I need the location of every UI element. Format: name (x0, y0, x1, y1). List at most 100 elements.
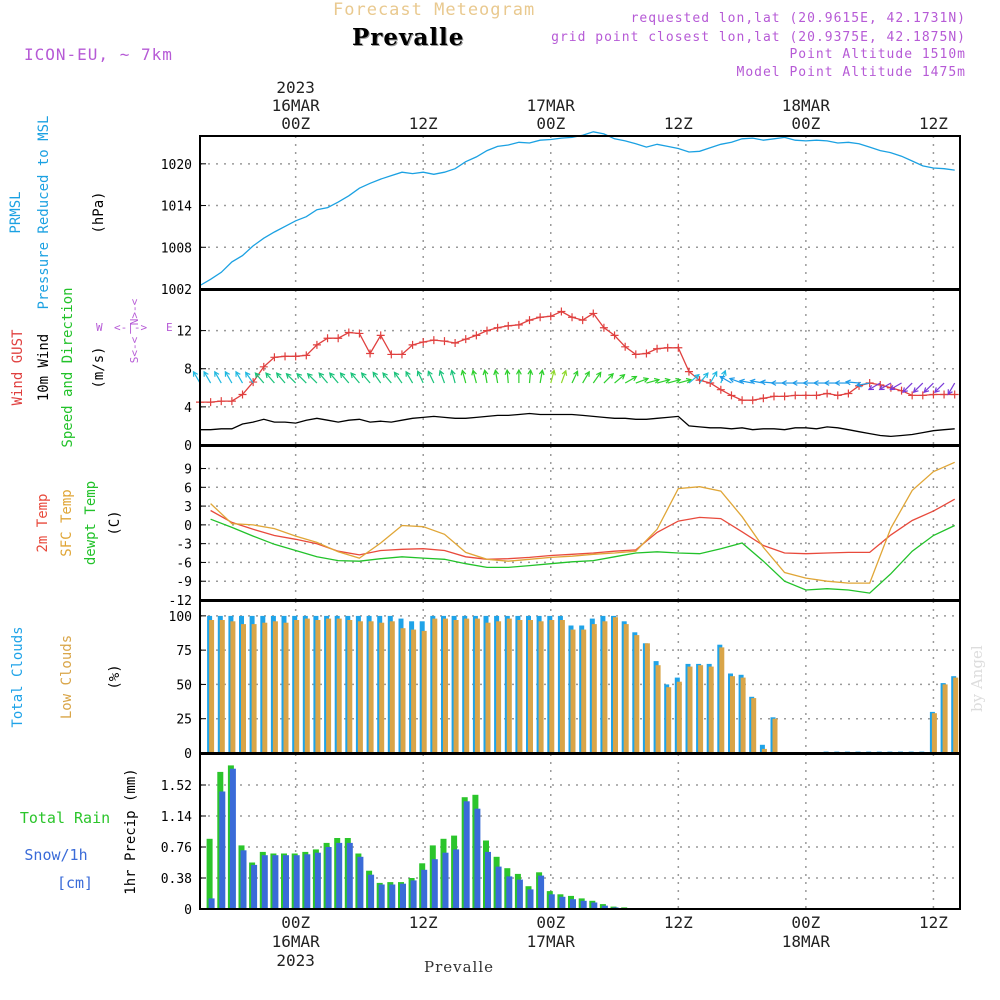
panel-frame (199, 289, 961, 446)
y-tick-label: 0 (184, 903, 192, 918)
series-line-wind-gust (200, 310, 955, 403)
time-tick-label: 2023 (276, 951, 315, 970)
wind-direction-arrow (571, 370, 579, 384)
wind-direction-arrow (947, 382, 956, 396)
gust-marker (451, 338, 460, 347)
y-tick-label: 25 (176, 713, 192, 728)
time-tick-label: 12Z (919, 913, 948, 932)
panel-precip: 0 0.38 0.76 1.14 1.52 1hr Precip (mm) Total Ra… (20, 753, 961, 918)
time-tick-label: 12Z (919, 114, 948, 133)
wind-direction-arrow (834, 380, 849, 386)
bar-snow-1h (272, 855, 279, 909)
gust-marker (376, 331, 385, 340)
gust-marker (589, 309, 598, 318)
requested-coordinates: requested lon,lat (20.9615E, 42.1731N) (630, 11, 966, 26)
bar-low-clouds (708, 666, 714, 753)
bar-low-clouds (432, 618, 438, 753)
wind-direction-arrow (438, 369, 446, 384)
bar-total-rain (206, 838, 213, 909)
station-name: Prevalle (352, 24, 465, 51)
gust-marker (536, 313, 545, 322)
bar-low-clouds (464, 618, 470, 753)
y-tick-label: 1.14 (161, 810, 192, 825)
bar-snow-1h (314, 852, 321, 909)
wind-direction-arrow (550, 369, 556, 384)
gust-marker (323, 334, 332, 343)
y-tick-label: 9 (184, 463, 192, 478)
wind-direction-arrow (427, 370, 435, 384)
bar-low-clouds (517, 620, 523, 753)
gust-marker (408, 340, 417, 349)
bar-low-clouds (761, 748, 767, 753)
compass-n: N>-< (128, 298, 141, 325)
wind-direction-arrow (360, 372, 371, 384)
gust-marker (557, 307, 566, 316)
bar-low-clouds (389, 621, 395, 753)
compass-mid: <-|-> (114, 321, 147, 334)
panel-label-temperature-2: dewpt Temp (83, 481, 99, 565)
bar-low-clouds (304, 618, 310, 753)
wind-direction-arrow (738, 378, 753, 385)
bar-snow-1h (527, 889, 534, 909)
gust-marker (259, 362, 268, 371)
bar-snow-1h (506, 876, 513, 909)
gust-marker (674, 343, 683, 352)
time-tick-label: 00Z (791, 913, 820, 932)
bar-snow-1h (400, 883, 406, 909)
bar-low-clouds (251, 624, 257, 753)
wind-direction-arrow (614, 373, 626, 384)
y-tick-label: 100 (169, 610, 192, 625)
bar-low-clouds (719, 647, 725, 753)
gust-marker (461, 335, 470, 344)
snow-unit-label: [cm] (57, 874, 93, 892)
bar-low-clouds (400, 628, 406, 753)
gust-marker (631, 350, 640, 359)
bar-low-clouds (230, 621, 236, 753)
wind-direction-arrow (328, 372, 339, 384)
bar-low-clouds (698, 665, 704, 753)
wind-direction-arrow (318, 372, 329, 384)
bar-low-clouds (549, 620, 555, 753)
bar-snow-1h (325, 847, 332, 909)
gust-marker (482, 326, 491, 335)
bar-low-clouds (740, 677, 746, 753)
wind-direction-arrow (560, 369, 568, 384)
wind-direction-arrow (592, 371, 602, 384)
gust-marker (812, 391, 821, 400)
y-tick-label: 1008 (161, 241, 192, 256)
wind-direction-arrow (350, 372, 360, 384)
gust-marker (472, 331, 481, 340)
gust-marker (918, 391, 927, 400)
bar-low-clouds (730, 676, 735, 753)
panel-frame (199, 753, 961, 910)
total-rain-label: Total Rain (20, 809, 110, 827)
bar-low-clouds (953, 677, 959, 753)
y-tick-label: 0 (184, 439, 192, 454)
bar-low-clouds (634, 635, 640, 753)
bar-snow-1h (485, 851, 491, 909)
bar-snow-1h (453, 849, 460, 909)
gust-marker (493, 323, 502, 332)
bar-low-clouds (421, 630, 427, 753)
bar-snow-1h (208, 898, 215, 909)
panel-label-clouds-1: Low Clouds (59, 635, 75, 719)
wind-direction-arrow (471, 369, 477, 384)
wind-direction-arrow (844, 379, 860, 386)
gust-marker (312, 340, 321, 349)
bar-low-clouds (485, 622, 491, 753)
gust-marker (759, 394, 768, 403)
bar-snow-1h (410, 880, 417, 909)
bar-snow-1h (591, 902, 598, 909)
gust-marker (429, 336, 438, 345)
bar-snow-1h (293, 855, 300, 909)
bar-low-clouds (411, 629, 417, 753)
wind-direction-arrow (656, 377, 671, 384)
y-tick-label: 75 (176, 644, 192, 659)
bar-snow-1h (251, 864, 258, 909)
gust-marker (780, 392, 789, 401)
panel-label-wind-0: Wind GUST (10, 329, 26, 405)
wind-direction-arrow (493, 368, 499, 384)
bar-low-clouds (676, 681, 682, 753)
bar-low-clouds (357, 621, 363, 753)
meteogram-title: Forecast Meteogram (333, 0, 536, 20)
